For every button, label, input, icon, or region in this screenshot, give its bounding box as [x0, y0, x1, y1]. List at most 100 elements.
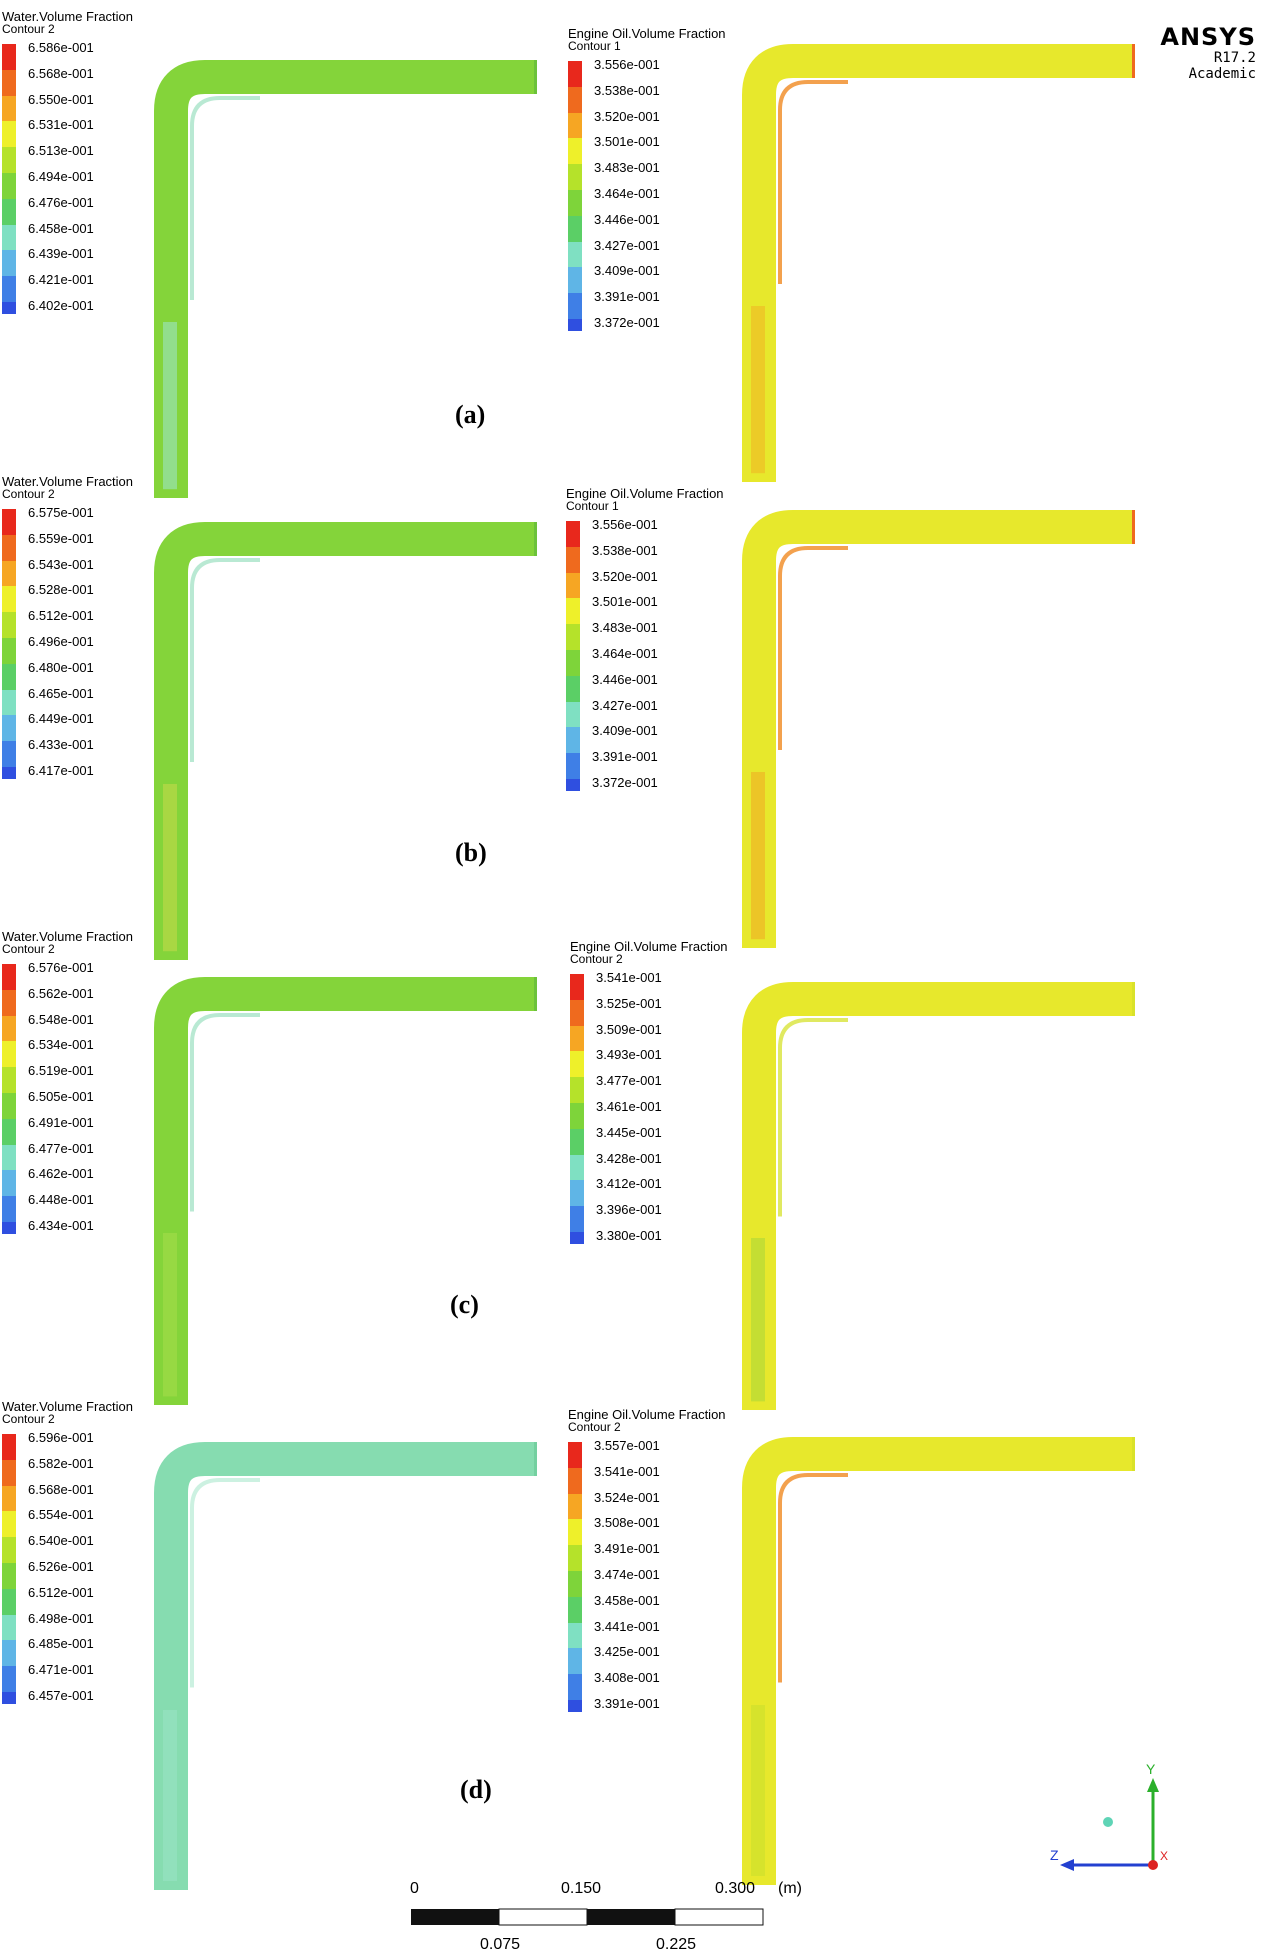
- water-2-tick-label: 6.528e-001: [28, 582, 94, 598]
- oil-2-pipe-body: [742, 510, 1135, 948]
- view-dot: [1103, 1817, 1113, 1827]
- water-4-colorbar-segment: [2, 1434, 16, 1460]
- water-2-legend-subtitle: Contour 2: [2, 487, 55, 501]
- water-2-colorbar: [2, 509, 16, 779]
- axis-triad: Y Z X: [1050, 1761, 1168, 1871]
- water-1-colorbar-segment: [2, 121, 16, 148]
- oil-2-tick-label: 3.464e-001: [592, 646, 658, 661]
- water-3-legend-subtitle: Contour 2: [2, 942, 55, 956]
- oil-3-colorbar-segment: [570, 974, 584, 1000]
- oil-2-tick-label: 3.538e-001: [592, 542, 658, 558]
- oil-2-colorbar-segment: [566, 675, 580, 702]
- oil-1-colorbar-segment: [568, 267, 582, 294]
- oil-1-tick-label: 3.538e-001: [594, 82, 660, 98]
- water-4-tick-label: 6.485e-001: [28, 1636, 94, 1652]
- oil-3-legend-subtitle: Contour 2: [570, 952, 623, 966]
- oil-2-legend-subtitle: Contour 1: [566, 499, 619, 513]
- water-4-pipe-body: [154, 1442, 537, 1890]
- oil-1-colorbar-segment: [568, 112, 582, 139]
- water-2-colorbar-segment: [2, 715, 16, 742]
- oil-4-tick-label: 3.425e-001: [594, 1644, 660, 1660]
- scale-unit: (m): [778, 1880, 802, 1897]
- water-2-colorbar-segment: [2, 689, 16, 716]
- oil-3-tick-label: 3.412e-001: [596, 1176, 662, 1192]
- water-4-tick-label: 6.554e-001: [28, 1507, 94, 1523]
- water-3-tick-label: 6.477e-001: [28, 1140, 94, 1156]
- oil-3-colorbar-segment: [570, 1051, 584, 1078]
- water-1-colorbar-segment: [2, 95, 16, 122]
- water-1-legend-subtitle: Contour 2: [2, 22, 55, 36]
- oil-2-colorbar-segment: [566, 778, 580, 791]
- water-3-colorbar-segment: [2, 1196, 16, 1222]
- water-3-tick-label: 6.548e-001: [28, 1011, 94, 1027]
- oil-4-colorbar: [568, 1442, 582, 1712]
- water-4-pipe-streak: [163, 1710, 177, 1881]
- oil-1-colorbar: [568, 61, 582, 331]
- scale-bar-graphic: [411, 1908, 764, 1926]
- scale-label-0150: 0.150: [561, 1880, 602, 1897]
- water-2-colorbar-segment: [2, 612, 16, 638]
- oil-1-legend-title: Engine Oil.Volume Fraction: [568, 26, 726, 41]
- oil-4-legend-title: Engine Oil.Volume Fraction: [568, 1407, 726, 1422]
- oil-2-pipe-contour: [742, 510, 1135, 948]
- oil-4-tick-label: 3.474e-001: [594, 1567, 660, 1582]
- water-4-pipe-contour: [154, 1442, 537, 1890]
- oil-2-colorbar-segment: [566, 521, 580, 547]
- oil-3-colorbar-segment: [570, 1128, 584, 1155]
- water-3-colorbar-segment: [2, 1092, 16, 1119]
- oil-4-tick-label: 3.491e-001: [594, 1541, 660, 1557]
- water-2-legend-title: Water.Volume Fraction: [2, 474, 134, 489]
- water-3-colorbar-segment: [2, 989, 16, 1016]
- water-1-tick-label: 6.494e-001: [28, 169, 94, 184]
- oil-4-tick-label: 3.541e-001: [594, 1463, 660, 1479]
- water-1-tick-label: 6.531e-001: [28, 117, 94, 133]
- water-2-tick-label: 6.433e-001: [28, 737, 94, 753]
- oil-1-colorbar-segment: [568, 318, 582, 331]
- oil-4-colorbar-segment: [568, 1493, 582, 1520]
- ansys-edition: Academic: [1188, 66, 1256, 82]
- water-1-tick-label: 6.568e-001: [28, 65, 94, 81]
- oil-1-colorbar-segment: [568, 189, 582, 216]
- water-3-tick-label: 6.448e-001: [28, 1192, 94, 1208]
- oil-1-tick-label: 3.520e-001: [594, 108, 660, 124]
- water-3-pipe-inner-wall: [190, 1013, 260, 1212]
- oil-3-tick-label: 3.541e-001: [596, 970, 662, 985]
- water-3-colorbar-segment: [2, 1170, 16, 1197]
- oil-1-tick-label: 3.446e-001: [594, 211, 660, 227]
- water-4-legend-title: Water.Volume Fraction: [2, 1399, 134, 1414]
- water-3-pipe-body: [154, 977, 537, 1405]
- oil-1-pipe-streak: [751, 306, 765, 474]
- oil-3-colorbar-segment: [570, 1180, 584, 1207]
- water-4-pipe-inner-wall: [190, 1478, 260, 1688]
- water-4-colorbar-segment: [2, 1666, 16, 1692]
- panel-label: (d): [460, 1775, 492, 1804]
- water-1-legend-title: Water.Volume Fraction: [2, 9, 134, 24]
- oil-1-colorbar-segment: [568, 61, 582, 87]
- oil-1-legend-subtitle: Contour 1: [568, 39, 621, 53]
- x-axis-label: X: [1160, 1849, 1168, 1863]
- water-1-tick-label: 6.458e-001: [28, 220, 94, 236]
- water-1-colorbar-segment: [2, 224, 16, 251]
- water-3-pipe-outlet: [534, 977, 537, 1011]
- water-2-colorbar-segment: [2, 509, 16, 535]
- oil-3-tick-label: 3.445e-001: [596, 1124, 662, 1140]
- water-1-colorbar-segment: [2, 276, 16, 302]
- oil-1-colorbar-segment: [568, 241, 582, 268]
- oil-2-legend-title: Engine Oil.Volume Fraction: [566, 486, 724, 501]
- scale-label-0075: 0.075: [480, 1936, 521, 1953]
- oil-2-tick-label: 3.409e-001: [592, 723, 658, 739]
- water-3-colorbar-segment: [2, 1067, 16, 1093]
- oil-3-colorbar-segment: [570, 1102, 584, 1129]
- oil-4-tick-label: 3.557e-001: [594, 1438, 660, 1453]
- water-4-colorbar-segment: [2, 1511, 16, 1538]
- oil-4-pipe-contour: [742, 1437, 1135, 1885]
- water-1-pipe-inner-wall: [190, 96, 260, 300]
- oil-4-pipe-outlet: [1132, 1437, 1135, 1471]
- water-3-tick-label: 6.434e-001: [28, 1218, 94, 1233]
- water-4-tick-label: 6.568e-001: [28, 1481, 94, 1497]
- oil-4-colorbar-segment: [568, 1519, 582, 1546]
- oil-3-tick-label: 3.428e-001: [596, 1150, 662, 1166]
- oil-4-colorbar-segment: [568, 1674, 582, 1700]
- water-4-pipe-outlet: [534, 1442, 537, 1476]
- water-4-colorbar-segment: [2, 1459, 16, 1486]
